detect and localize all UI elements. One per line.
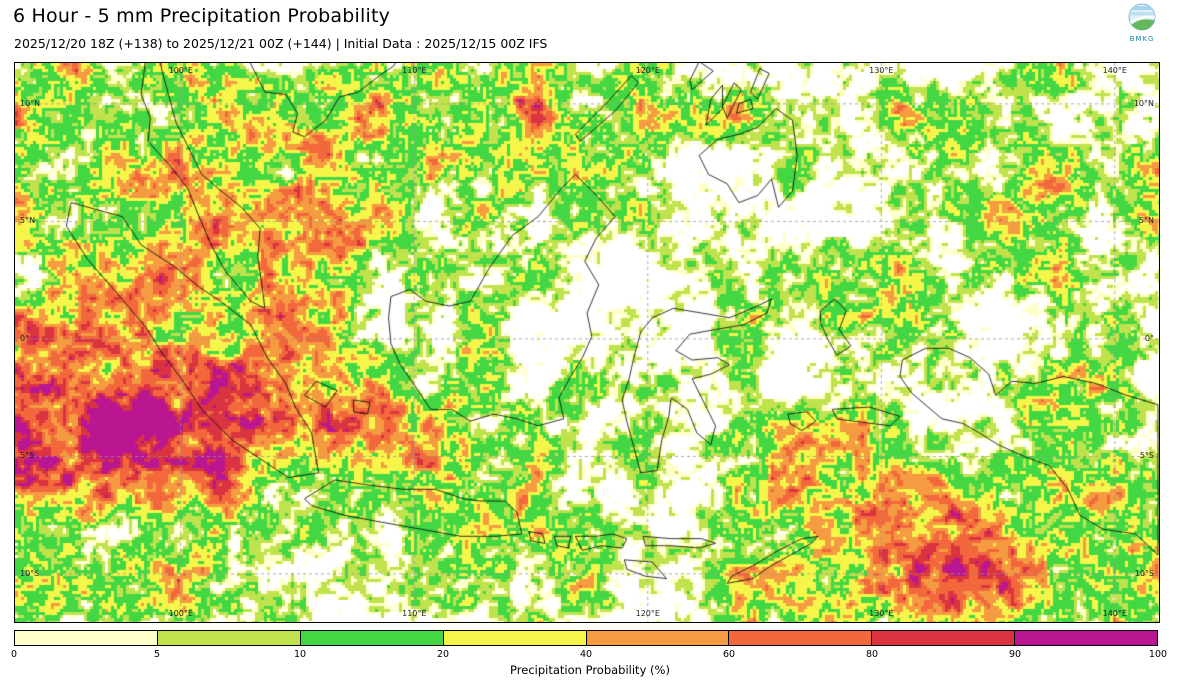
- page-subtitle: 2025/12/20 18Z (+138) to 2025/12/21 00Z …: [14, 36, 548, 51]
- page-title: 6 Hour - 5 mm Precipitation Probability: [13, 5, 391, 27]
- colorbar-segment: [871, 631, 1015, 645]
- colorbar-tick: 90: [1008, 649, 1022, 660]
- colorbar-tick: 0: [10, 649, 18, 660]
- colorbar-segment: [299, 631, 443, 645]
- map-panel: 100°E 100°E 110°E 110°E 120°E 120°E 130°E 130°E…: [14, 62, 1160, 623]
- colorbar-segment: [156, 631, 300, 645]
- colorbar: [14, 630, 1158, 646]
- colorbar-segment: [1014, 631, 1157, 645]
- colorbar-tick: 5: [153, 649, 161, 660]
- bmkg-logo-label: BMKG: [1129, 35, 1155, 43]
- bmkg-logo-icon: [1128, 3, 1156, 31]
- colorbar-tick: 100: [1148, 649, 1168, 660]
- colorbar-segment: [15, 631, 157, 645]
- colorbar-segment: [585, 631, 729, 645]
- colorbar-ticks: 0 5 10 20 40 60 80 90 100: [10, 649, 1167, 661]
- colorbar-tick: 10: [293, 649, 307, 660]
- colorbar-tick: 60: [722, 649, 736, 660]
- precipitation-map-canvas: [15, 63, 1159, 622]
- bmkg-logo: BMKG: [1120, 2, 1164, 43]
- colorbar-segment: [728, 631, 872, 645]
- colorbar-tick: 20: [436, 649, 450, 660]
- colorbar-title: Precipitation Probability (%): [510, 663, 670, 677]
- colorbar-tick: 80: [865, 649, 879, 660]
- colorbar-segment: [442, 631, 586, 645]
- colorbar-tick: 40: [579, 649, 593, 660]
